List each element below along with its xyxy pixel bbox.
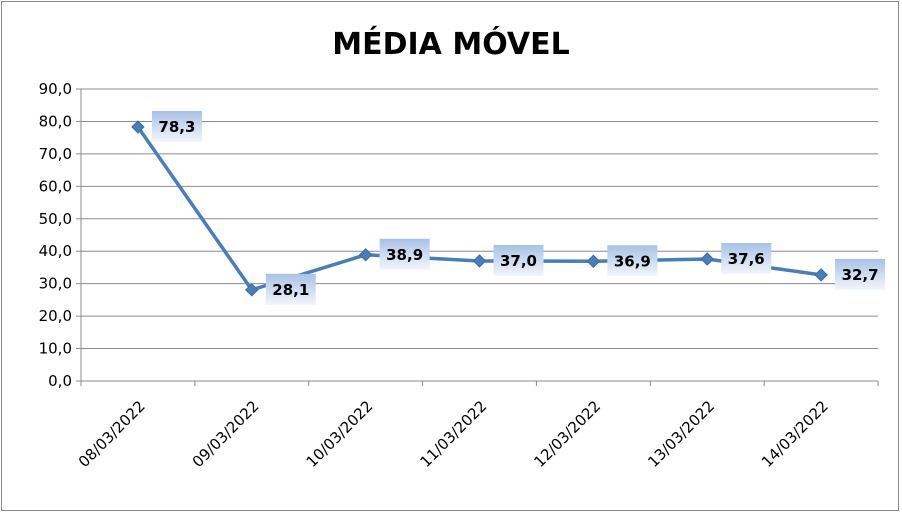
y-tick-label: 0,0 bbox=[48, 372, 72, 390]
data-label-box bbox=[379, 238, 430, 270]
data-point-marker bbox=[814, 268, 828, 282]
x-axis-tick-labels: 08/03/2022 09/03/2022 10/03/2022 11/03/2022… bbox=[75, 397, 832, 471]
y-tick-label: 90,0 bbox=[39, 80, 72, 98]
data-label-box bbox=[721, 243, 772, 275]
x-tick-label: 11/03/2022 bbox=[416, 397, 490, 471]
y-tick-label: 10,0 bbox=[39, 340, 72, 358]
x-tick-label: 08/03/2022 bbox=[75, 397, 149, 471]
y-axis-tick-labels: 0,0 10,0 20,0 30,0 40,0 50,0 60,0 70,0 80,0 90,0 bbox=[39, 80, 72, 390]
data-label: 78,3 bbox=[158, 118, 195, 136]
x-tick-label: 14/03/2022 bbox=[758, 397, 832, 471]
y-tick-label: 80,0 bbox=[39, 112, 72, 130]
y-tick-label: 30,0 bbox=[39, 275, 72, 293]
y-tick-label: 40,0 bbox=[39, 242, 72, 260]
chart-title: MÉDIA MÓVEL bbox=[332, 25, 569, 62]
data-label: 28,1 bbox=[272, 281, 309, 299]
data-point-marker bbox=[358, 248, 373, 262]
data-label-box bbox=[265, 273, 316, 305]
series-line bbox=[131, 120, 828, 297]
y-tick-label: 20,0 bbox=[39, 307, 72, 325]
y-tick-label: 70,0 bbox=[39, 145, 72, 163]
data-point-marker bbox=[472, 254, 487, 268]
x-tick-label: 13/03/2022 bbox=[644, 397, 718, 471]
data-label: 36,9 bbox=[614, 252, 651, 270]
data-label-box bbox=[493, 244, 544, 276]
data-point-marker bbox=[700, 252, 714, 266]
data-point-marker bbox=[586, 254, 601, 268]
data-label: 37,6 bbox=[728, 250, 765, 268]
y-tick-label: 50,0 bbox=[39, 210, 72, 228]
axes bbox=[76, 88, 879, 386]
x-tick-label: 10/03/2022 bbox=[303, 397, 377, 471]
data-label-box bbox=[607, 245, 658, 277]
x-tick-label: 12/03/2022 bbox=[530, 397, 604, 471]
data-point-marker bbox=[245, 283, 259, 297]
data-label: 37,0 bbox=[500, 252, 537, 270]
data-label: 38,9 bbox=[386, 246, 423, 264]
gridlines bbox=[81, 88, 878, 350]
data-label-box bbox=[835, 258, 886, 290]
data-label-box bbox=[151, 110, 202, 142]
x-tick-label: 09/03/2022 bbox=[189, 397, 263, 471]
data-point-marker bbox=[131, 120, 145, 134]
data-label: 32,7 bbox=[842, 266, 879, 284]
y-tick-label: 60,0 bbox=[39, 177, 72, 195]
data-labels: 78,3 28,1 38,9 37,0 36,9 37,6 32,7 bbox=[151, 110, 886, 305]
